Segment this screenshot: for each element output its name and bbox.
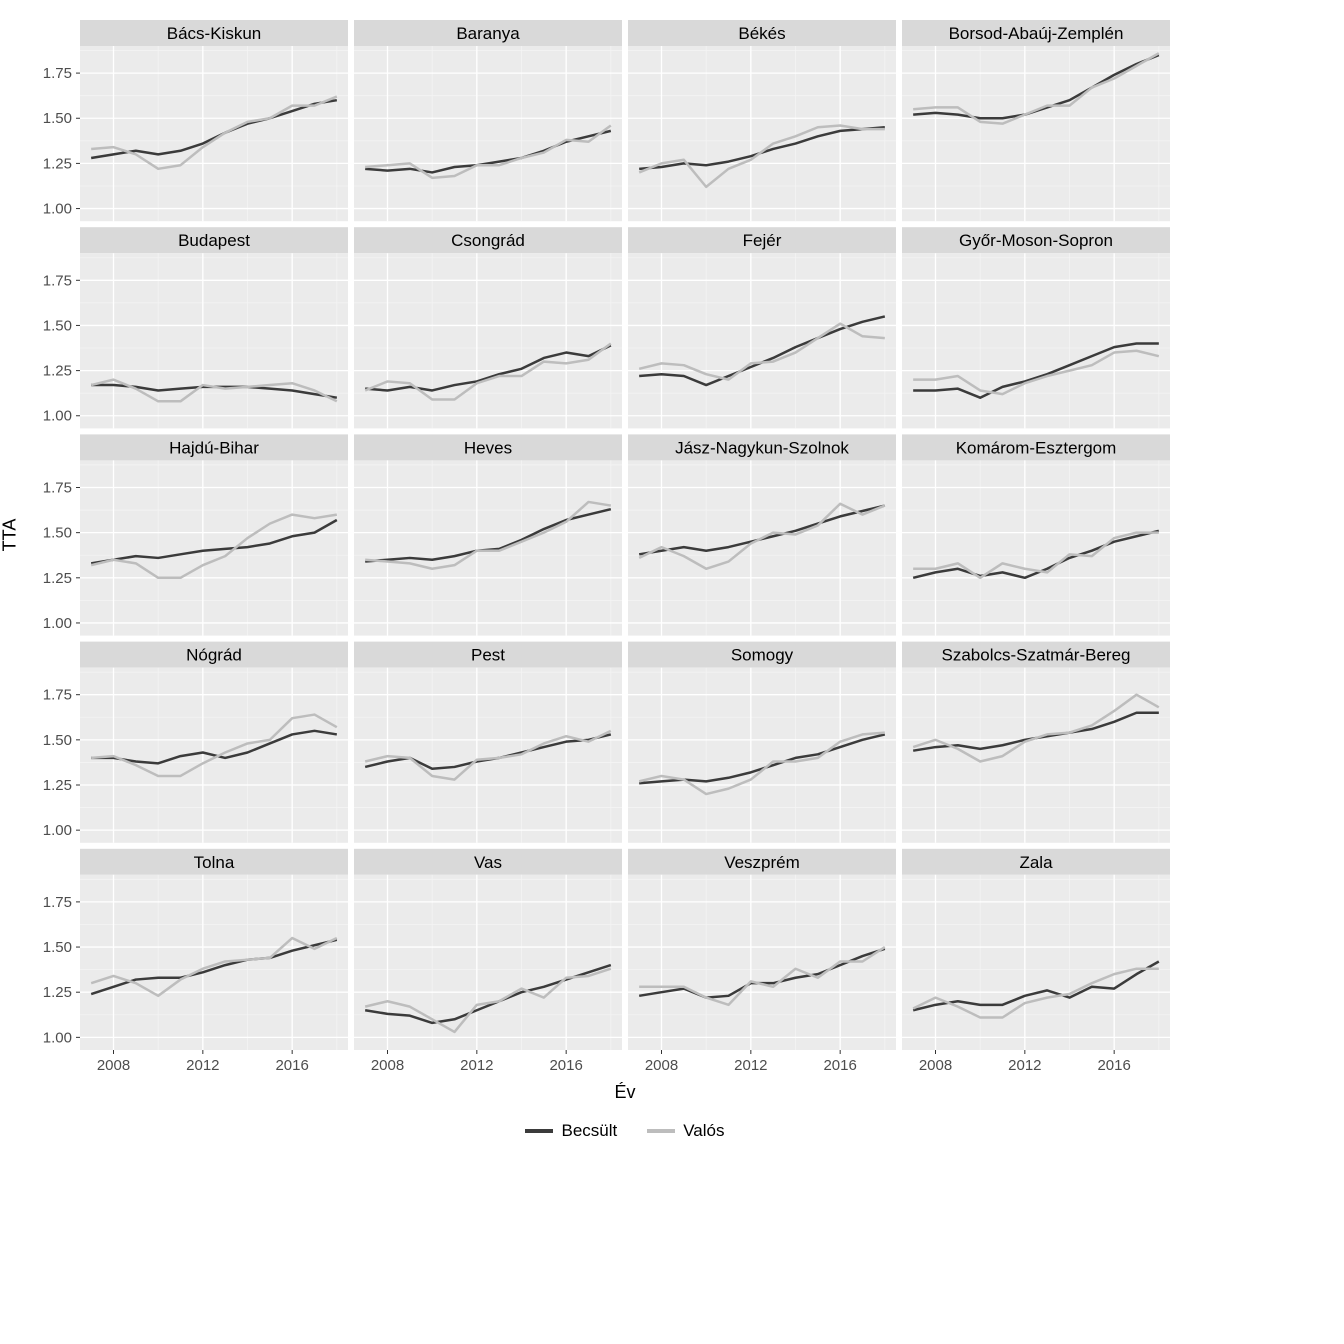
facet-title: Bács-Kiskun <box>167 24 261 43</box>
x-tick-label: 2016 <box>823 1057 856 1074</box>
facet-panel: Csongrád <box>354 227 622 428</box>
legend-swatch-becsult <box>525 1129 553 1133</box>
y-tick-label: 1.00 <box>43 1029 72 1046</box>
x-tick-label: 2008 <box>645 1057 678 1074</box>
facet-title: Pest <box>471 646 505 665</box>
facet-title: Borsod-Abaúj-Zemplén <box>949 24 1124 43</box>
facet-panel: Hajdú-Bihar 1.00 1.25 1.50 1.75 <box>43 434 348 635</box>
facet-panel: Pest <box>354 642 622 843</box>
y-tick-label: 1.75 <box>43 479 72 496</box>
y-tick-label: 1.50 <box>43 525 72 542</box>
facet-title: Zala <box>1019 853 1053 872</box>
x-tick-label: 2012 <box>1008 1057 1041 1074</box>
facet-panel: Somogy <box>628 642 896 843</box>
x-tick-label: 2016 <box>549 1057 582 1074</box>
y-tick-label: 1.25 <box>43 777 72 794</box>
facet-panel: Nógrád 1.00 1.25 1.50 1.75 <box>43 642 348 843</box>
facet-title: Tolna <box>194 853 235 872</box>
y-tick-label: 1.00 <box>43 822 72 839</box>
facet-title: Csongrád <box>451 231 525 250</box>
facet-panel: Vas 2008 2012 2016 <box>354 849 622 1074</box>
facet-panel: Zala 2008 2012 2016 <box>902 849 1170 1074</box>
facet-panel: Békés <box>628 20 896 221</box>
legend-item-valos: Valós <box>647 1121 724 1141</box>
facet-panel: Baranya <box>354 20 622 221</box>
y-tick-label: 1.50 <box>43 939 72 956</box>
legend: Becsült Valós <box>80 1120 1170 1141</box>
facet-title: Hajdú-Bihar <box>169 438 259 457</box>
facet-title: Jász-Nagykun-Szolnok <box>675 438 849 457</box>
x-tick-label: 2016 <box>1097 1057 1130 1074</box>
y-tick-label: 1.75 <box>43 65 72 82</box>
x-tick-label: 2008 <box>919 1057 952 1074</box>
y-tick-label: 1.50 <box>43 732 72 749</box>
facet-title: Vas <box>474 853 502 872</box>
x-tick-label: 2008 <box>371 1057 404 1074</box>
x-axis-title: Év <box>80 1082 1170 1103</box>
y-tick-label: 1.50 <box>43 317 72 334</box>
y-axis-title: TTA <box>0 519 21 552</box>
facet-title: Fejér <box>743 231 782 250</box>
facet-title: Szabolcs-Szatmár-Bereg <box>942 646 1131 665</box>
facet-panel: Szabolcs-Szatmár-Bereg <box>902 642 1170 843</box>
facet-title: Nógrád <box>186 646 242 665</box>
facet-panel: Budapest 1.00 1.25 1.50 1.75 <box>43 227 348 428</box>
y-tick-label: 1.00 <box>43 615 72 632</box>
y-tick-label: 1.25 <box>43 984 72 1001</box>
y-tick-label: 1.50 <box>43 110 72 127</box>
y-tick-label: 1.75 <box>43 272 72 289</box>
x-tick-label: 2012 <box>186 1057 219 1074</box>
facet-panel: Veszprém 2008 2012 2016 <box>628 849 896 1074</box>
legend-label: Valós <box>683 1121 724 1141</box>
facet-title: Győr-Moson-Sopron <box>959 231 1113 250</box>
legend-item-becsult: Becsült <box>525 1121 617 1141</box>
legend-swatch-valos <box>647 1129 675 1133</box>
facet-panel: Bács-Kiskun 1.00 1.25 1.50 1.75 <box>43 20 348 221</box>
facet-panel: Jász-Nagykun-Szolnok <box>628 434 896 635</box>
y-tick-label: 1.25 <box>43 570 72 587</box>
y-tick-label: 1.00 <box>43 408 72 425</box>
y-tick-label: 1.75 <box>43 894 72 911</box>
facet-title: Komárom-Esztergom <box>956 438 1117 457</box>
facet-title: Heves <box>464 438 512 457</box>
y-tick-label: 1.25 <box>43 363 72 380</box>
x-tick-label: 2008 <box>97 1057 130 1074</box>
x-tick-label: 2012 <box>734 1057 767 1074</box>
facet-title: Baranya <box>456 24 520 43</box>
facet-svg: Bács-Kiskun 1.00 1.25 1.50 1.75 Baranya Békés B… <box>20 20 1170 1170</box>
facet-panel: Tolna 1.00 1.25 1.50 1.75 2008 2012 2016 <box>43 849 348 1074</box>
y-tick-label: 1.75 <box>43 687 72 704</box>
facet-title: Békés <box>738 24 785 43</box>
x-tick-label: 2012 <box>460 1057 493 1074</box>
facet-panel: Komárom-Esztergom <box>902 434 1170 635</box>
facet-title: Budapest <box>178 231 250 250</box>
chart-grid: Bács-Kiskun 1.00 1.25 1.50 1.75 Baranya Békés B… <box>20 20 1170 1170</box>
y-tick-label: 1.25 <box>43 155 72 172</box>
facet-panel: Borsod-Abaúj-Zemplén <box>902 20 1170 221</box>
facet-title: Veszprém <box>724 853 800 872</box>
facet-panel: Győr-Moson-Sopron <box>902 227 1170 428</box>
x-tick-label: 2016 <box>275 1057 308 1074</box>
y-tick-label: 1.00 <box>43 201 72 218</box>
facet-title: Somogy <box>731 646 794 665</box>
legend-label: Becsült <box>561 1121 617 1141</box>
facet-panel: Fejér <box>628 227 896 428</box>
facet-panel: Heves <box>354 434 622 635</box>
